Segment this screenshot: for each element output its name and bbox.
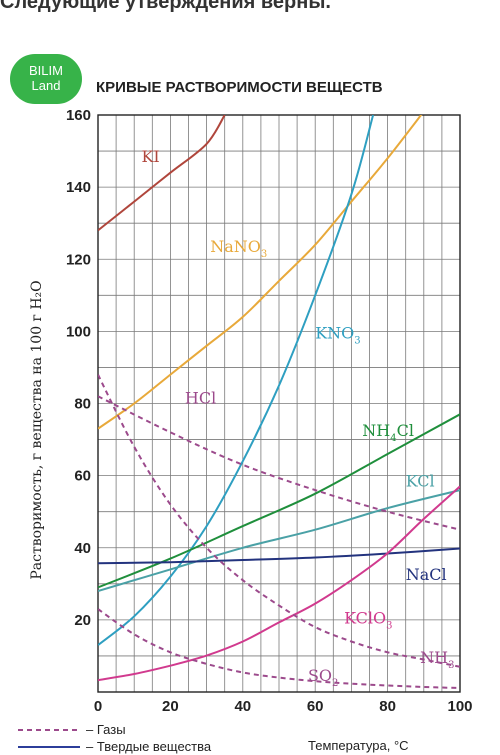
legend-label: – Газы bbox=[86, 722, 126, 737]
series-label-nh4cl: NH4Cl bbox=[362, 421, 414, 444]
series-line-kcl bbox=[98, 489, 460, 592]
chart-series-labels: KI NaNO3 KNO3 NH4Cl KCl NaCl KClO3 HCl NH3 SO2 bbox=[141, 147, 454, 689]
series-label-so2: SO2 bbox=[308, 666, 338, 689]
series-label-hcl: HCl bbox=[185, 389, 216, 408]
x-tick-label: 0 bbox=[94, 698, 102, 715]
series-label-kno3: KNO3 bbox=[315, 324, 360, 347]
series-line-nacl bbox=[98, 547, 460, 565]
y-tick-label: 100 bbox=[66, 323, 91, 340]
chart-grid bbox=[97, 114, 461, 693]
y-tick-label: 120 bbox=[66, 251, 91, 268]
chart-axes bbox=[97, 114, 461, 693]
y-tick-label: 140 bbox=[66, 179, 91, 196]
x-axis-label: Температура, °С bbox=[308, 738, 409, 753]
x-tick-label: 80 bbox=[379, 698, 396, 715]
page-heading: Следующие утверждения верны. bbox=[0, 0, 331, 13]
chart-title: КРИВЫЕ РАСТВОРИМОСТИ ВЕЩЕСТВ bbox=[96, 79, 383, 96]
series-label-ki: KI bbox=[141, 147, 159, 166]
logo-line-1: BILIM bbox=[29, 63, 63, 78]
x-tick-label: 60 bbox=[307, 698, 324, 715]
series-line-hcl bbox=[98, 395, 460, 531]
x-tick-label: 100 bbox=[447, 698, 472, 715]
chart-tick-labels: 0 20 40 60 80 100 20 40 60 80 100 120 140 160 bbox=[66, 107, 473, 715]
series-label-nh3: NH3 bbox=[420, 648, 454, 671]
y-tick-label: 160 bbox=[66, 107, 91, 124]
legend-label: – Твердые вещества bbox=[86, 739, 212, 754]
bilimland-logo: BILIM Land bbox=[10, 54, 82, 104]
series-line-nh4cl bbox=[98, 413, 460, 589]
series-line-kno3 bbox=[98, 115, 375, 646]
chart-series bbox=[98, 115, 460, 689]
logo-line-2: Land bbox=[31, 78, 61, 93]
series-line-ki bbox=[98, 115, 226, 232]
series-label-kcl: KCl bbox=[406, 471, 435, 490]
series-line-so2 bbox=[98, 608, 460, 689]
y-tick-label: 80 bbox=[74, 396, 91, 413]
series-line-nh3 bbox=[98, 374, 460, 668]
series-label-kclo3: KClO3 bbox=[344, 608, 392, 631]
y-tick-label: 60 bbox=[74, 468, 91, 485]
x-tick-label: 20 bbox=[162, 698, 179, 715]
series-line-kclo3 bbox=[98, 485, 460, 682]
series-line-nano3 bbox=[98, 115, 423, 430]
chart-legend: – Газы – Твердые вещества bbox=[18, 722, 212, 754]
plot-frame bbox=[97, 114, 461, 693]
y-tick-label: 20 bbox=[74, 612, 91, 629]
x-tick-label: 40 bbox=[234, 698, 251, 715]
y-axis-label: Растворимость, г вещества на 100 г H₂O bbox=[29, 280, 45, 579]
series-label-nano3: NaNO3 bbox=[210, 237, 267, 260]
y-tick-label: 40 bbox=[74, 540, 91, 557]
series-label-nacl: NaCl bbox=[406, 565, 447, 584]
